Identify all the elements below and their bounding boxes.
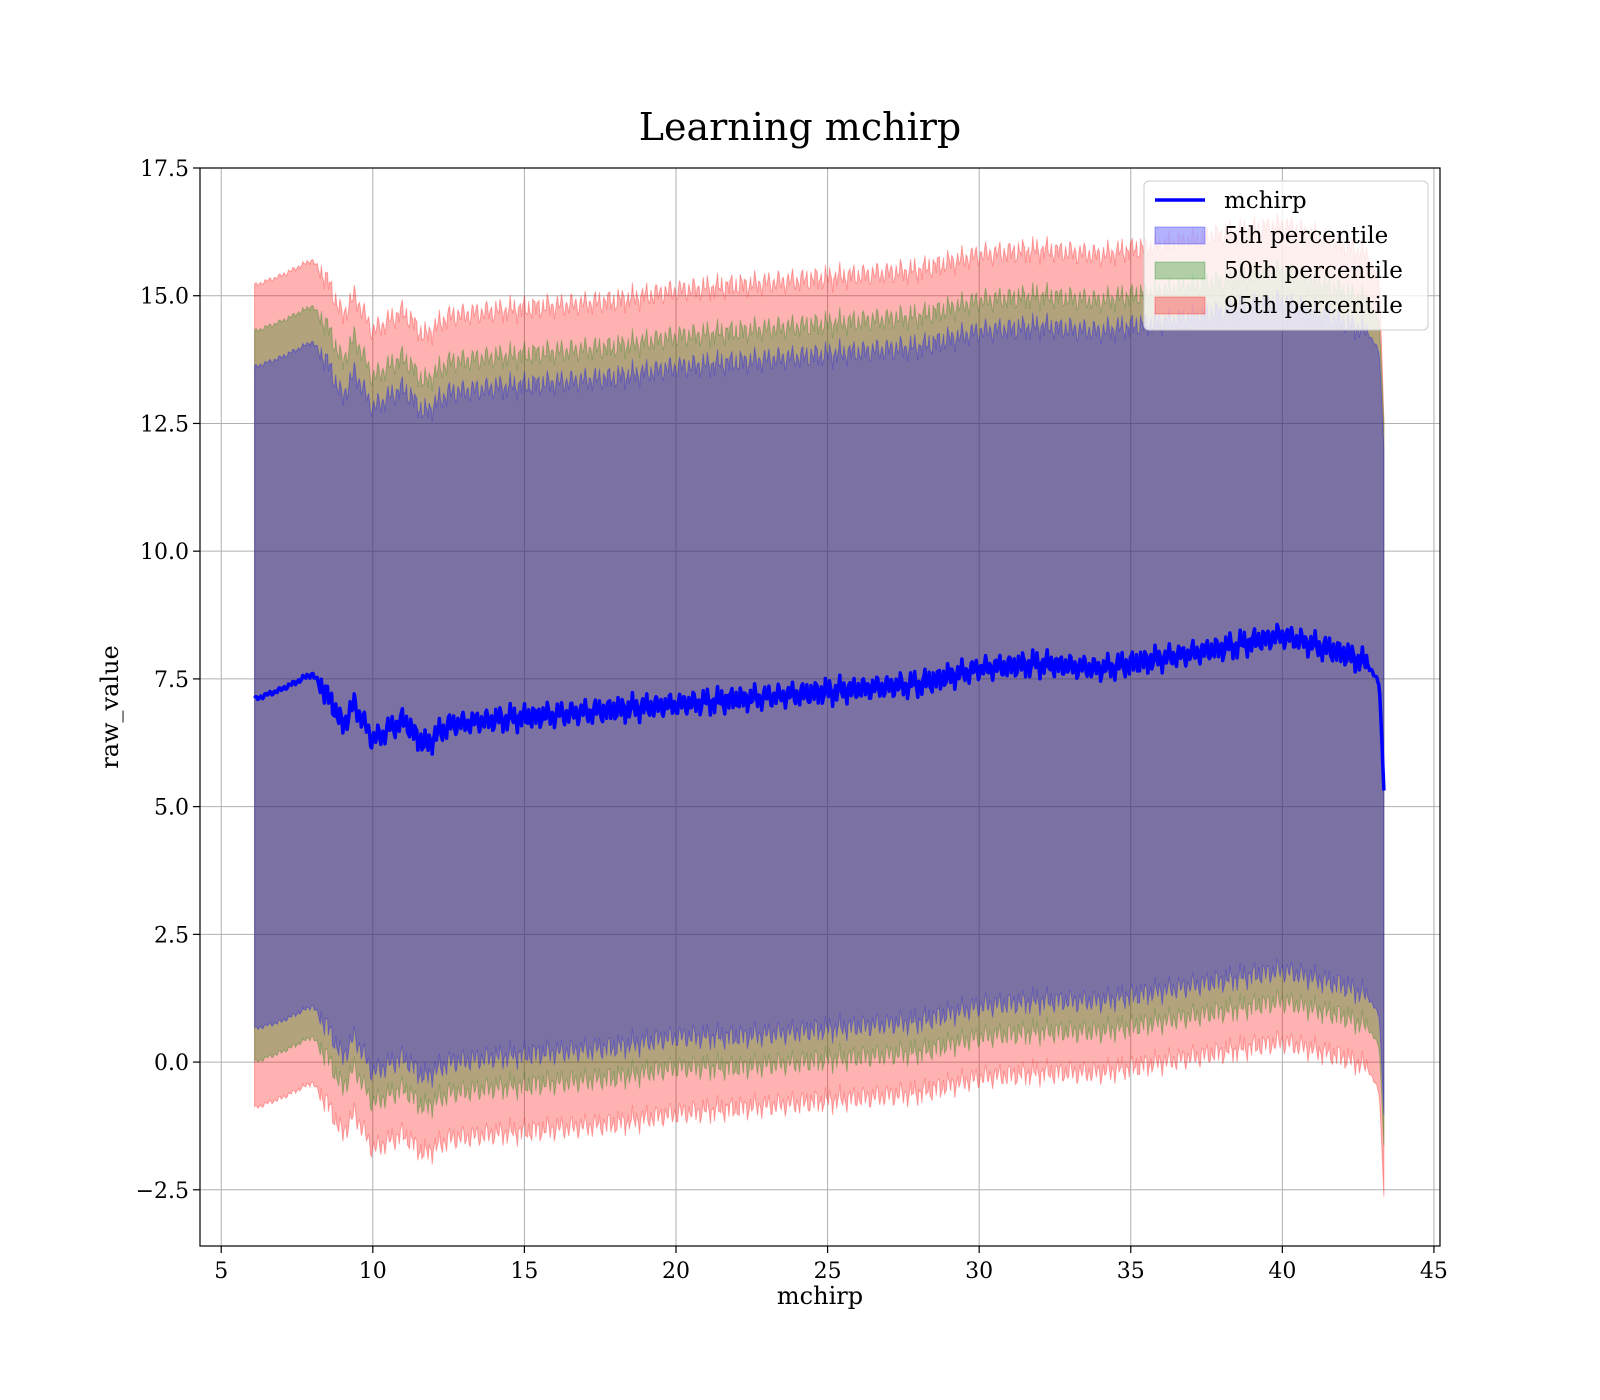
legend-frame — [1143, 180, 1429, 331]
legend-label-50th: 50th percentile — [1224, 258, 1403, 284]
x-tick-label: 40 — [1268, 1259, 1296, 1284]
legend-label-mchirp: mchirp — [1224, 188, 1307, 214]
x-tick-label: 20 — [662, 1259, 690, 1284]
x-tick-label: 45 — [1420, 1259, 1448, 1284]
legend: mchirp 5th percentile 50th percentile 95… — [1143, 180, 1429, 331]
legend-swatch-5th — [1154, 226, 1206, 245]
x-axis-label: mchirp — [777, 1282, 863, 1310]
series-line-mchirp — [253, 622, 1386, 791]
x-axis: 5 10 15 20 25 30 35 40 45 — [214, 1246, 1448, 1284]
x-tick-label: 25 — [814, 1259, 842, 1284]
x-tick-label: 35 — [1117, 1259, 1145, 1284]
x-tick-label: 15 — [510, 1259, 538, 1284]
legend-label-95th: 95th percentile — [1224, 293, 1403, 319]
y-tick-label: 15.0 — [140, 285, 189, 310]
legend-label-5th: 5th percentile — [1224, 223, 1388, 249]
band-95th-percentile — [254, 212, 1385, 1197]
y-tick-label: 17.5 — [140, 157, 189, 182]
y-tick-label: 7.5 — [154, 668, 189, 693]
y-tick-label: 2.5 — [154, 923, 189, 948]
plot-background — [200, 168, 1440, 1246]
y-tick-label: −2.5 — [136, 1179, 189, 1204]
y-tick-label: 12.5 — [140, 412, 189, 437]
legend-swatch-95th — [1154, 296, 1206, 315]
y-axis-label: raw_value — [96, 645, 124, 769]
chart-title: Learning mchirp — [639, 105, 961, 149]
grid — [200, 167, 1440, 1246]
x-tick-label: 5 — [214, 1259, 228, 1284]
mean-line-group — [253, 622, 1386, 791]
plot-area — [199, 167, 1441, 1247]
x-tick-label: 30 — [965, 1259, 993, 1284]
y-tick-label: 10.0 — [140, 540, 189, 565]
y-tick-label: 5.0 — [154, 796, 189, 821]
y-tick-label: 0.0 — [154, 1051, 189, 1076]
legend-swatch-50th — [1154, 261, 1206, 280]
percentile-bands — [254, 212, 1385, 1197]
plot-frame — [199, 167, 1441, 1247]
y-axis: −2.5 0.0 2.5 5.0 7.5 10.0 12.5 15.0 17.5 — [136, 157, 200, 1204]
x-tick-label: 10 — [359, 1259, 387, 1284]
